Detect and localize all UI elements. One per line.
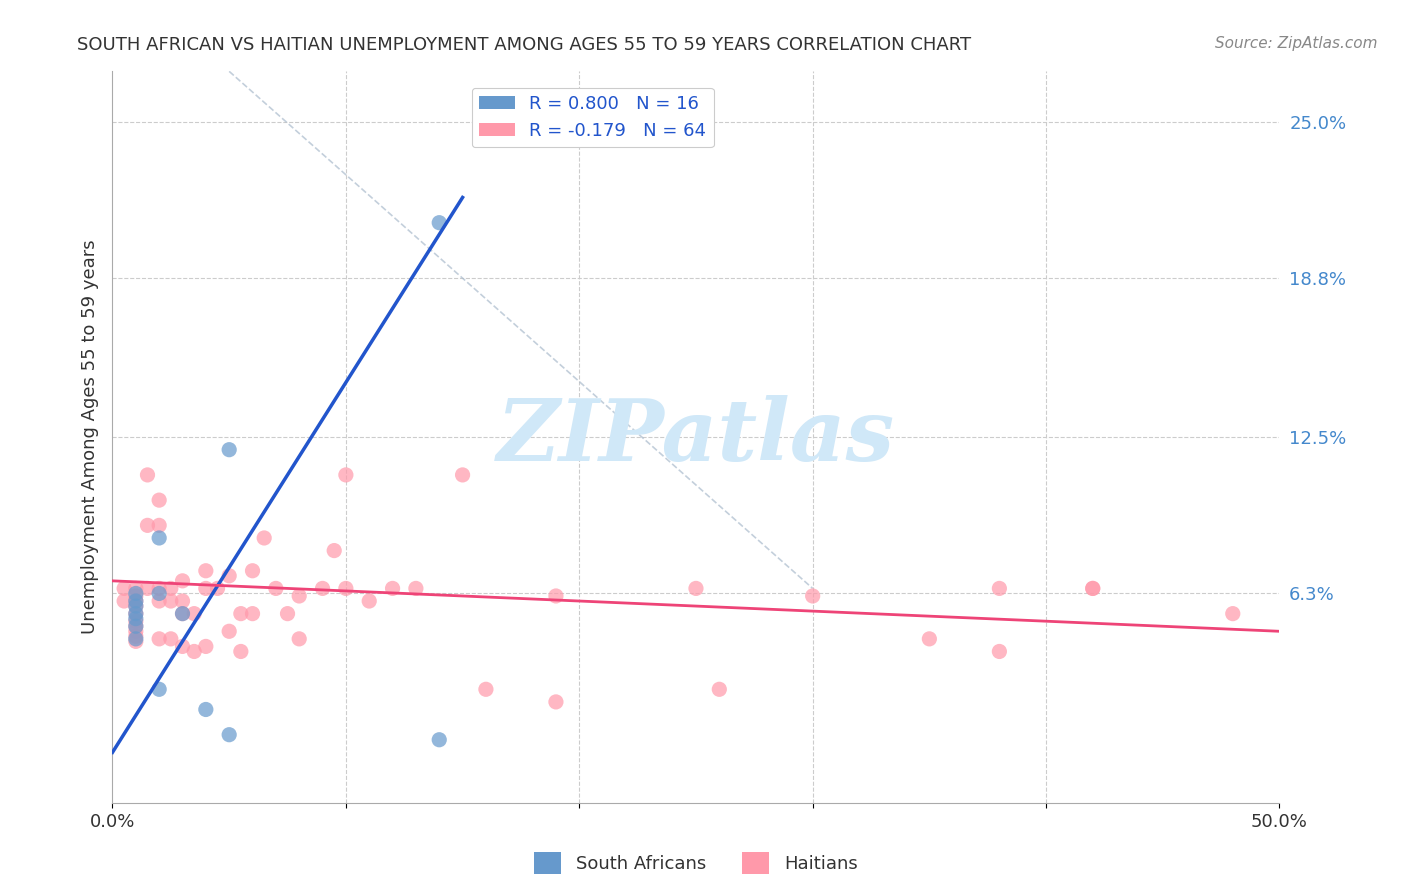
- Haitians: [311, 582, 333, 596]
- Haitians: [288, 589, 311, 603]
- Haitians: [148, 518, 170, 533]
- Haitians: [405, 582, 427, 596]
- South Africans: [125, 586, 148, 600]
- South Africans: [148, 586, 170, 600]
- South Africans: [172, 607, 194, 621]
- Haitians: [125, 619, 148, 633]
- Haitians: [229, 644, 252, 658]
- Haitians: [323, 543, 346, 558]
- Haitians: [125, 624, 148, 639]
- South Africans: [125, 612, 148, 626]
- Haitians: [1081, 582, 1104, 596]
- Haitians: [112, 582, 135, 596]
- Haitians: [183, 607, 205, 621]
- South Africans: [427, 732, 450, 747]
- Haitians: [801, 589, 824, 603]
- Haitians: [125, 607, 148, 621]
- South Africans: [148, 682, 170, 697]
- Haitians: [172, 607, 194, 621]
- Text: ZIPatlas: ZIPatlas: [496, 395, 896, 479]
- Haitians: [918, 632, 941, 646]
- Haitians: [136, 582, 159, 596]
- South Africans: [125, 594, 148, 608]
- South Africans: [125, 607, 148, 621]
- Haitians: [172, 574, 194, 588]
- South Africans: [125, 632, 148, 646]
- Haitians: [544, 589, 567, 603]
- Haitians: [148, 594, 170, 608]
- Haitians: [988, 582, 1011, 596]
- South Africans: [148, 531, 170, 545]
- Haitians: [544, 695, 567, 709]
- Haitians: [148, 493, 170, 508]
- Haitians: [253, 531, 276, 545]
- Haitians: [685, 582, 707, 596]
- Legend: South Africans, Haitians: South Africans, Haitians: [527, 845, 865, 881]
- Haitians: [335, 582, 357, 596]
- Haitians: [160, 632, 183, 646]
- Haitians: [1081, 582, 1104, 596]
- Haitians: [242, 607, 264, 621]
- Haitians: [1222, 607, 1244, 621]
- Y-axis label: Unemployment Among Ages 55 to 59 years: Unemployment Among Ages 55 to 59 years: [80, 240, 98, 634]
- South Africans: [427, 216, 450, 230]
- Haitians: [194, 640, 217, 654]
- Haitians: [125, 634, 148, 648]
- Haitians: [194, 582, 217, 596]
- Haitians: [242, 564, 264, 578]
- Haitians: [229, 607, 252, 621]
- Haitians: [112, 594, 135, 608]
- Haitians: [125, 594, 148, 608]
- Haitians: [148, 632, 170, 646]
- Haitians: [125, 599, 148, 613]
- Haitians: [276, 607, 298, 621]
- Haitians: [207, 582, 229, 596]
- Haitians: [136, 518, 159, 533]
- South Africans: [218, 728, 240, 742]
- Haitians: [160, 582, 183, 596]
- South Africans: [218, 442, 240, 457]
- Haitians: [381, 582, 404, 596]
- Haitians: [451, 467, 474, 482]
- Haitians: [125, 582, 148, 596]
- South Africans: [125, 599, 148, 613]
- Text: Source: ZipAtlas.com: Source: ZipAtlas.com: [1215, 36, 1378, 51]
- Text: SOUTH AFRICAN VS HAITIAN UNEMPLOYMENT AMONG AGES 55 TO 59 YEARS CORRELATION CHAR: SOUTH AFRICAN VS HAITIAN UNEMPLOYMENT AM…: [77, 36, 972, 54]
- Haitians: [194, 564, 217, 578]
- Haitians: [136, 467, 159, 482]
- Haitians: [359, 594, 381, 608]
- Haitians: [218, 569, 240, 583]
- South Africans: [194, 702, 217, 716]
- Haitians: [125, 614, 148, 628]
- Haitians: [475, 682, 498, 697]
- Haitians: [288, 632, 311, 646]
- Haitians: [335, 467, 357, 482]
- South Africans: [125, 619, 148, 633]
- Haitians: [125, 629, 148, 643]
- Haitians: [988, 644, 1011, 658]
- Haitians: [172, 594, 194, 608]
- Haitians: [148, 582, 170, 596]
- Haitians: [125, 589, 148, 603]
- Haitians: [218, 624, 240, 639]
- Haitians: [172, 640, 194, 654]
- Haitians: [183, 644, 205, 658]
- Haitians: [160, 594, 183, 608]
- Haitians: [709, 682, 731, 697]
- Haitians: [264, 582, 287, 596]
